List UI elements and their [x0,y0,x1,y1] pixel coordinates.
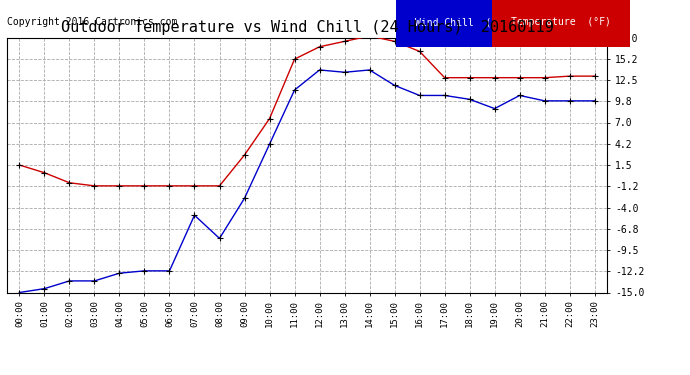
Text: Wind Chill  (°F): Wind Chill (°F) [415,17,509,27]
Text: Copyright 2016 Cartronics.com: Copyright 2016 Cartronics.com [7,17,177,27]
Title: Outdoor Temperature vs Wind Chill (24 Hours)  20160119: Outdoor Temperature vs Wind Chill (24 Ho… [61,20,553,35]
Text: Temperature  (°F): Temperature (°F) [511,17,611,27]
